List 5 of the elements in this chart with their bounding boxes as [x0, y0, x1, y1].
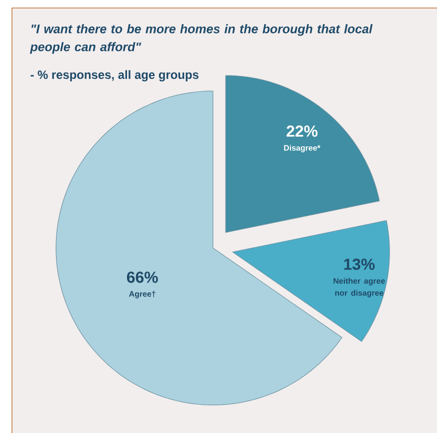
chart-title: "I want there to be more homes in the borough that local people can afford"	[30, 24, 373, 54]
data-label: 13%	[344, 258, 375, 270]
chart-subtitle: - % responses, all age groups	[30, 70, 198, 82]
data-label: 66%	[126, 272, 158, 283]
data-label: 22%	[286, 126, 318, 137]
